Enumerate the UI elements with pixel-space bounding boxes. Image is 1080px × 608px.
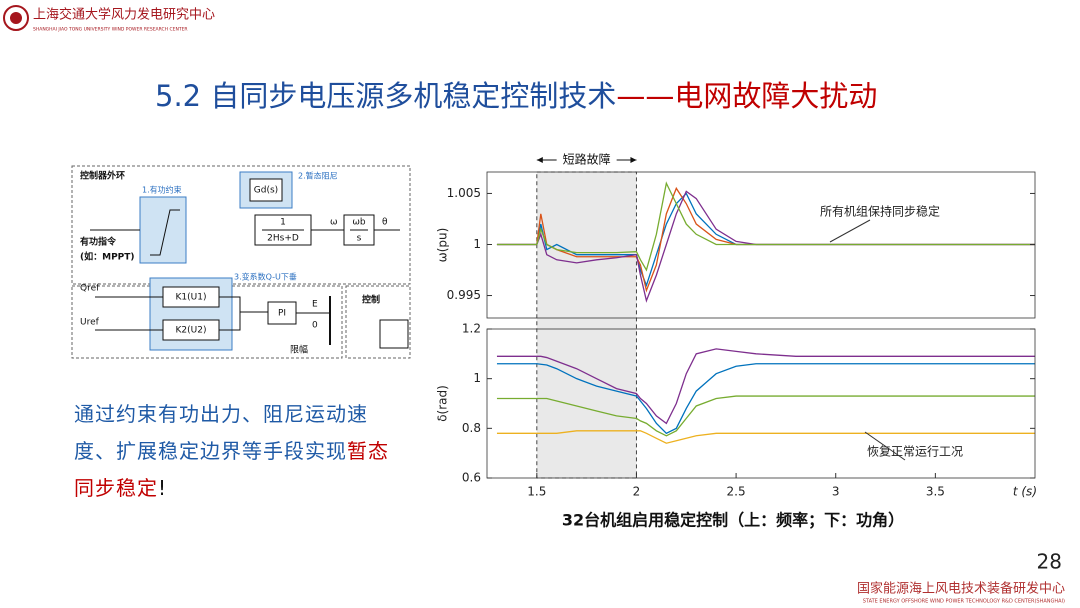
series-line — [496, 181, 1035, 272]
diagram-label: s — [357, 234, 362, 244]
diagram-wire — [219, 296, 268, 313]
y-tick-label: 1 — [473, 371, 481, 385]
diagram-label: 3.变系数Q-U下垂 — [234, 272, 297, 282]
chart-caption: 32台机组启用稳定控制（上：频率；下：功角） — [562, 511, 904, 530]
body-text: 通过约束有功出力、阻尼运动速度、扩展稳定边界等手段实现暂态同步稳定! — [74, 396, 404, 507]
footer-subtitle: STATE ENERGY OFFSHORE WIND POWER TECHNOL… — [863, 599, 1065, 605]
diagram-label: ω — [330, 218, 338, 228]
diagram-label: K2(U2) — [176, 326, 207, 336]
body-text-end: ! — [158, 476, 168, 500]
diagram-limit-curve — [150, 209, 180, 256]
control-diagram: 控制器外环 1.有功约束 Gd(s) 2.暂态阻尼 1 2Hs+D ωb s ω… — [71, 165, 411, 359]
annotation-pointer — [829, 219, 871, 243]
diagram-label: PI — [278, 309, 286, 319]
diagram-label: 控制器外环 — [80, 170, 125, 182]
x-axis-label: t (s) — [1013, 485, 1037, 499]
diagram-label: 限幅 — [290, 344, 308, 356]
series-line — [496, 430, 1035, 444]
diagram-label: K1(U1) — [176, 293, 207, 303]
annotation: 恢复正常运行工况 — [867, 445, 963, 459]
series-line — [496, 395, 1035, 437]
y-tick-label: 1.2 — [462, 322, 481, 336]
annotation-pointer — [864, 431, 906, 461]
plot-frame — [486, 171, 1036, 319]
logo-emblem-core — [10, 12, 22, 24]
slide-title: 5.2 自同步电压源多机稳定控制技术——电网故障大扰动 — [155, 79, 877, 113]
footer-title: 国家能源海上风电技术装备研发中心 — [857, 581, 1065, 597]
annotation: 所有机组保持同步稳定 — [820, 204, 940, 219]
diagram-label: ωb — [352, 218, 366, 228]
diagram-label: 1.有功约束 — [142, 185, 182, 195]
logo-emblem — [3, 5, 29, 31]
diagram-label: Uref — [80, 318, 100, 328]
diagram-block — [239, 171, 293, 209]
diagram-label: Qref — [80, 284, 100, 294]
diagram-right-box — [345, 285, 411, 359]
logo-subtext: SHANGHAI JIAO TONG UNIVERSITY WIND POWER… — [33, 27, 188, 33]
fault-region — [536, 171, 637, 479]
y-tick-label: 1 — [473, 237, 481, 251]
y-axis-label: ω(pu) — [436, 228, 450, 263]
diagram-wire — [219, 312, 241, 331]
x-tick-label: 1.5 — [527, 485, 546, 499]
diagram-block — [139, 196, 187, 264]
diagram-label: 1 — [280, 218, 286, 228]
diagram-label: 有功指令 — [80, 236, 117, 248]
y-tick-label: 1.005 — [447, 186, 481, 200]
logo-text: 上海交通大学风力发电研究中心 — [33, 7, 215, 23]
diagram-outer-box — [71, 165, 411, 285]
y-tick-label: 0.6 — [462, 471, 481, 485]
diagram-label: 控制 — [362, 294, 380, 306]
diagram-label: 2Hs+D — [267, 234, 299, 244]
diagram-label: 0 — [312, 321, 318, 331]
x-tick-label: 2.5 — [727, 485, 746, 499]
x-tick-label: 2 — [633, 485, 641, 499]
x-tick-label: 3 — [832, 485, 840, 499]
fault-label: 短路故障 — [563, 152, 611, 167]
x-tick-label: 3.5 — [926, 485, 945, 499]
title-main: 5.2 自同步电压源多机稳定控制技术 — [155, 79, 616, 113]
diagram-label: 2.暂态阻尼 — [298, 171, 338, 181]
body-text-highlight: 暂态同步稳定 — [74, 439, 389, 500]
plot-frame — [486, 328, 1036, 479]
diagram-block — [249, 178, 283, 202]
y-tick-label: 0.995 — [447, 288, 481, 302]
page-number: 28 — [1037, 550, 1062, 574]
diagram-label: (如：MPPT) — [80, 251, 135, 263]
diagram-label: Gd(s) — [254, 186, 278, 196]
series-line — [496, 363, 1035, 435]
y-tick-label: 0.8 — [462, 421, 481, 435]
diagram-label: E — [312, 300, 318, 310]
series-line — [496, 348, 1035, 425]
diagram-block — [379, 319, 409, 349]
diagram-label: θ — [382, 218, 388, 228]
charts: 短路故障 0.995 1 1.005 ω(pu) 所有机组保持同步稳定 0.6 0.8 1 1.2… — [436, 152, 1038, 499]
y-axis-label: δ(rad) — [436, 385, 450, 422]
title-highlight: ——电网故障大扰动 — [616, 79, 877, 113]
body-text-main: 通过约束有功出力、阻尼运动速度、扩展稳定边界等手段实现 — [74, 402, 368, 463]
